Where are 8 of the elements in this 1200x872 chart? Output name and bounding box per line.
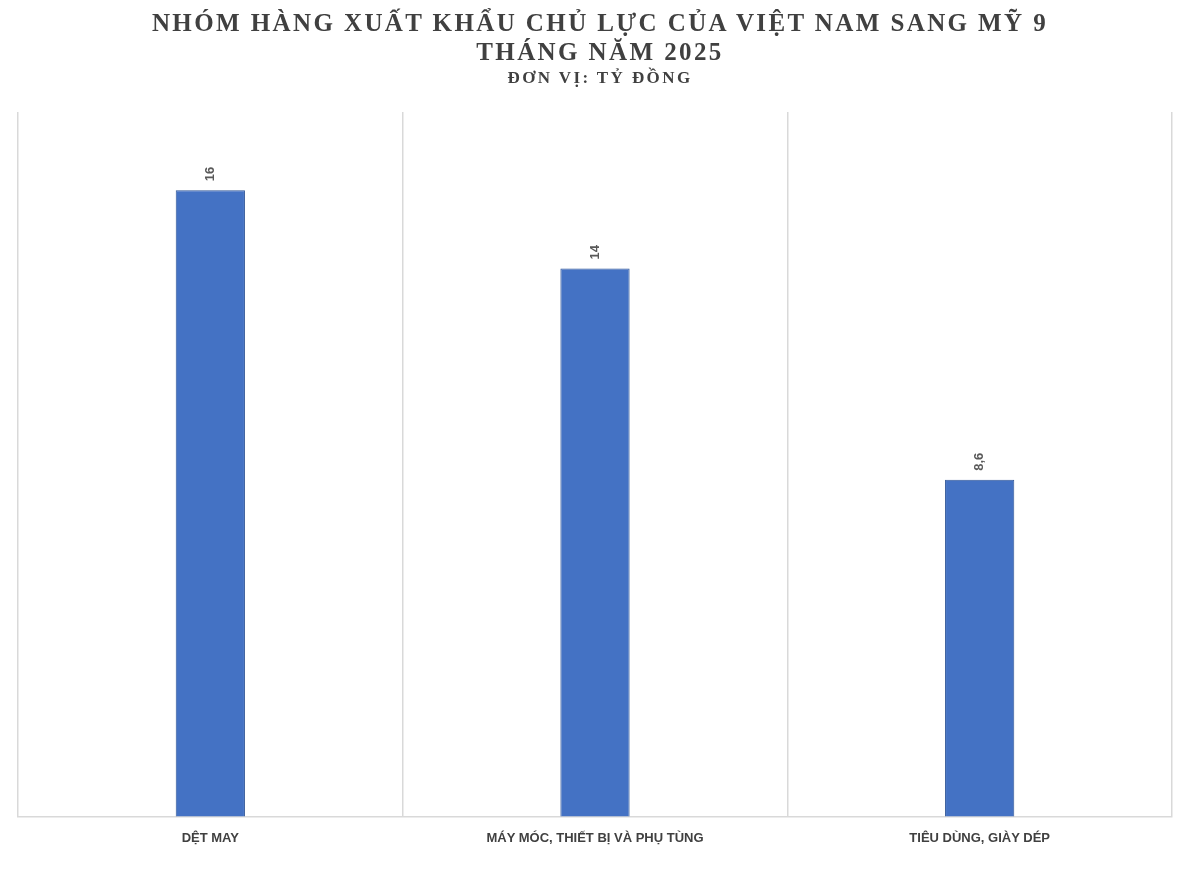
data-label: 16 bbox=[201, 166, 217, 182]
data-label: 8,6 bbox=[971, 452, 987, 471]
chart-subtitle: ĐƠN VỊ: TỶ ĐỒNG bbox=[506, 68, 694, 88]
x-tick-label: MÁY MÓC, THIẾT BỊ VÀ PHỤ TÙNG bbox=[486, 829, 704, 845]
data-label: 14 bbox=[586, 244, 602, 260]
x-tick-label: DỆT MAY bbox=[181, 829, 240, 845]
chart-title: NHÓM HÀNG XUẤT KHẨU CHỦ LỰC CỦA VIỆT NAM SANG MỸ 9 THÁNG NĂM 2025 bbox=[150, 8, 1050, 66]
x-tick-label: TIÊU DÙNG, GIÀY DÉP bbox=[909, 829, 1051, 845]
